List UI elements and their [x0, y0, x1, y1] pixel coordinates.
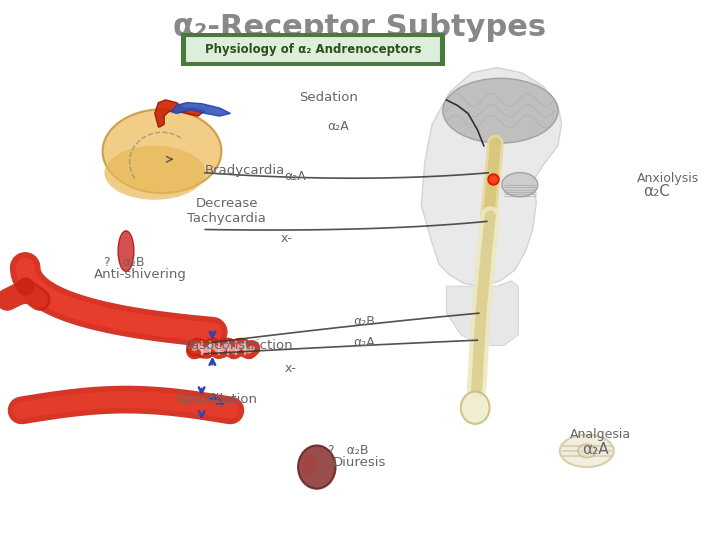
- Text: Vasodilation: Vasodilation: [176, 393, 258, 406]
- Text: Decrease
Tachycardia: Decrease Tachycardia: [187, 197, 266, 225]
- Text: ?   α₂B: ? α₂B: [104, 256, 145, 269]
- FancyBboxPatch shape: [181, 33, 445, 66]
- Text: α₂A: α₂A: [353, 336, 374, 349]
- Text: Anxiolysis: Anxiolysis: [637, 172, 699, 185]
- Ellipse shape: [461, 392, 490, 424]
- FancyBboxPatch shape: [186, 36, 441, 63]
- Text: Anti-shivering: Anti-shivering: [94, 268, 186, 281]
- Text: α₂A: α₂A: [284, 170, 306, 183]
- Text: α₂A: α₂A: [582, 442, 608, 457]
- Ellipse shape: [577, 444, 596, 457]
- Text: α₂A: α₂A: [328, 120, 349, 133]
- Text: α₂B: α₂B: [353, 315, 374, 328]
- Text: Diuresis: Diuresis: [333, 456, 386, 469]
- Ellipse shape: [302, 454, 318, 477]
- Text: Analgesia: Analgesia: [570, 428, 631, 441]
- Ellipse shape: [502, 173, 538, 197]
- Text: Sedation: Sedation: [299, 91, 358, 104]
- Ellipse shape: [118, 231, 134, 271]
- Polygon shape: [446, 281, 518, 346]
- Polygon shape: [155, 100, 205, 127]
- Polygon shape: [171, 103, 230, 116]
- Text: α₂C: α₂C: [643, 184, 670, 199]
- Text: x-: x-: [284, 362, 296, 375]
- Ellipse shape: [298, 446, 336, 489]
- Ellipse shape: [560, 435, 613, 467]
- Text: ?   α₂B: ? α₂B: [328, 444, 368, 457]
- Ellipse shape: [102, 109, 222, 193]
- Text: x-: x-: [281, 232, 292, 245]
- Ellipse shape: [443, 78, 558, 143]
- Ellipse shape: [104, 146, 205, 200]
- Text: Vasoconstriction: Vasoconstriction: [184, 339, 293, 352]
- Text: Physiology of α₂ Andrenoceptors: Physiology of α₂ Andrenoceptors: [205, 43, 421, 56]
- Text: α₂-Receptor Subtypes: α₂-Receptor Subtypes: [174, 14, 546, 43]
- Text: Bradycardia: Bradycardia: [205, 164, 285, 177]
- Polygon shape: [421, 68, 562, 286]
